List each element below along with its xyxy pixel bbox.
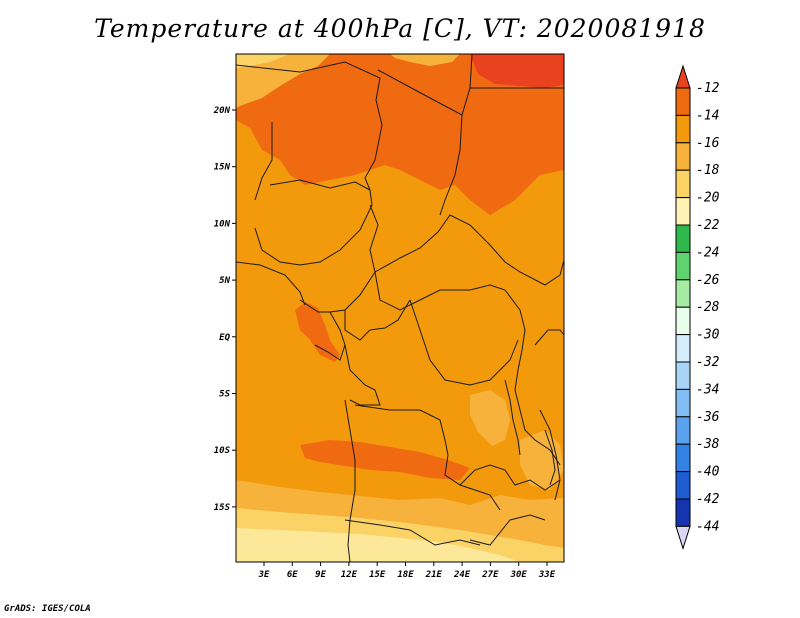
longitude-axis: 3E 6E 9E 12E 15E 18E 21E 24E 27E 30E 33E [258,562,556,580]
temperature-field [236,54,564,562]
colorbar-band [675,114,691,144]
colorbar-band [675,334,691,363]
latitude-axis: 20N 15N 10N 5N EQ 5S 10S 15S [213,106,236,513]
field-cool-east [470,390,510,446]
border-south [469,514,546,546]
border-niger-nigeria [236,61,383,191]
field-cool-nc [390,54,460,66]
colorbar-band [675,142,691,171]
colorbar-band [675,471,691,500]
lon-tick-label: 30E [510,570,528,580]
colorbar-label: -26 [696,273,720,288]
colorbar-label: -22 [696,218,720,233]
border-gabon [299,299,346,361]
colorbar-label: -16 [696,136,720,151]
border-lake-tanganyika [504,379,521,456]
colorbar-band [675,224,691,253]
border-mali-niger [254,122,273,201]
lat-tick-label: 15S [214,503,231,513]
border-angola [354,404,501,511]
colorbar-label: -14 [696,108,719,123]
colorbar-label: -40 [696,465,720,480]
colorbar-label: -38 [696,437,720,452]
lon-tick-label: 3E [258,570,270,580]
colorbar-label: -32 [696,355,720,370]
border-coast-angola [344,399,356,562]
lat-tick-label: 5S [219,390,230,400]
lon-tick-label: 33E [538,570,556,580]
colorbar-label: -24 [696,245,719,260]
colorbar-label: -30 [696,328,720,343]
colorbar-band [675,498,691,527]
lat-tick-label: 5N [219,276,230,286]
border-coast-west [236,261,306,306]
colorbar-band [675,443,691,473]
colorbar-band [675,87,691,116]
field-warm-north [236,54,564,215]
border-chad-sudan [439,114,463,216]
colorbar-band [675,169,691,199]
grads-credit: GrADS: IGES/COLA [4,604,91,614]
colorbar-label: -44 [696,519,719,534]
lon-tick-label: 24E [453,570,471,580]
colorbar-label: -34 [696,382,719,397]
lon-tick-label: 12E [341,570,358,580]
colorbar-top-arrow [675,64,691,89]
lon-tick-label: 18E [397,570,414,580]
colorbar-label: -36 [696,410,720,425]
field-cool-top [236,54,290,68]
border-mozambique [539,409,561,501]
border-car [374,214,564,286]
colorbar-band [675,388,691,418]
border-angola-south [344,519,481,546]
map-frame [235,53,565,563]
lon-tick-label: 15E [369,570,386,580]
colorbar-label: -20 [696,191,720,206]
lat-tick-label: 15N [214,163,231,173]
colorbar: -12 -14 -16 -18 -20 -22 -24 -26 -28 -30 -32 -34 -36 -… [675,64,720,551]
colorbar-label: -42 [696,492,720,507]
map-title: Temperature at 400hPa [C], VT: 202008191… [94,14,706,43]
colorbar-bottom-arrow [675,525,691,551]
field-warm-south [300,440,470,480]
border-lake-malawi [544,429,556,486]
border-tanzania [534,329,564,346]
border-zambia [459,464,561,491]
country-borders [236,54,564,562]
lat-tick-label: 10S [214,446,231,456]
colorbar-label: -12 [696,81,720,96]
field-warm-gabon [295,302,340,362]
colorbar-band [675,197,691,226]
lon-tick-label: 9E [315,570,326,580]
field-hot-ne [470,54,564,88]
field-coolest-south [236,528,520,562]
border-east [514,309,561,466]
border-congo [344,299,411,341]
lat-tick-label: EQ [219,333,230,343]
colorbar-label: -28 [696,300,720,315]
lat-tick-label: 20N [213,106,231,116]
border-car-south [374,271,521,311]
border-nigeria [254,179,373,266]
colorbar-band [675,251,691,281]
colorbar-band [675,279,691,308]
border-drc-west [344,344,381,406]
colorbar-band [675,306,691,336]
lon-tick-label: 6E [287,570,298,580]
lon-tick-label: 21E [425,570,443,580]
colorbar-band [675,361,691,390]
colorbar-band [675,416,691,445]
lat-tick-label: 10N [214,219,231,229]
lon-tick-label: 27E [481,570,499,580]
colorbar-label: -18 [696,163,720,178]
border-drc-central [409,299,519,386]
